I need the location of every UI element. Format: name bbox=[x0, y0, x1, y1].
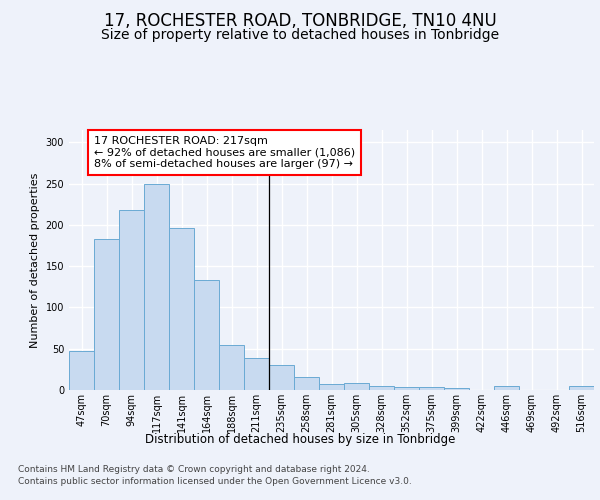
Text: Distribution of detached houses by size in Tonbridge: Distribution of detached houses by size … bbox=[145, 432, 455, 446]
Bar bbox=[69, 351, 94, 390]
Bar bbox=[319, 384, 344, 390]
Y-axis label: Number of detached properties: Number of detached properties bbox=[30, 172, 40, 348]
Bar bbox=[419, 386, 444, 390]
Bar bbox=[394, 386, 419, 390]
Text: Contains HM Land Registry data © Crown copyright and database right 2024.: Contains HM Land Registry data © Crown c… bbox=[18, 465, 370, 474]
Bar bbox=[94, 239, 119, 390]
Bar bbox=[119, 210, 144, 390]
Bar bbox=[219, 344, 244, 390]
Bar bbox=[269, 365, 294, 390]
Bar bbox=[169, 228, 194, 390]
Text: Contains public sector information licensed under the Open Government Licence v3: Contains public sector information licen… bbox=[18, 478, 412, 486]
Bar bbox=[294, 377, 319, 390]
Bar bbox=[244, 358, 269, 390]
Bar bbox=[369, 386, 394, 390]
Bar bbox=[344, 382, 369, 390]
Bar bbox=[144, 184, 169, 390]
Text: 17 ROCHESTER ROAD: 217sqm
← 92% of detached houses are smaller (1,086)
8% of sem: 17 ROCHESTER ROAD: 217sqm ← 92% of detac… bbox=[94, 136, 355, 169]
Bar bbox=[569, 386, 594, 390]
Bar bbox=[194, 280, 219, 390]
Text: Size of property relative to detached houses in Tonbridge: Size of property relative to detached ho… bbox=[101, 28, 499, 42]
Bar bbox=[494, 386, 519, 390]
Text: 17, ROCHESTER ROAD, TONBRIDGE, TN10 4NU: 17, ROCHESTER ROAD, TONBRIDGE, TN10 4NU bbox=[104, 12, 496, 30]
Bar bbox=[444, 388, 469, 390]
